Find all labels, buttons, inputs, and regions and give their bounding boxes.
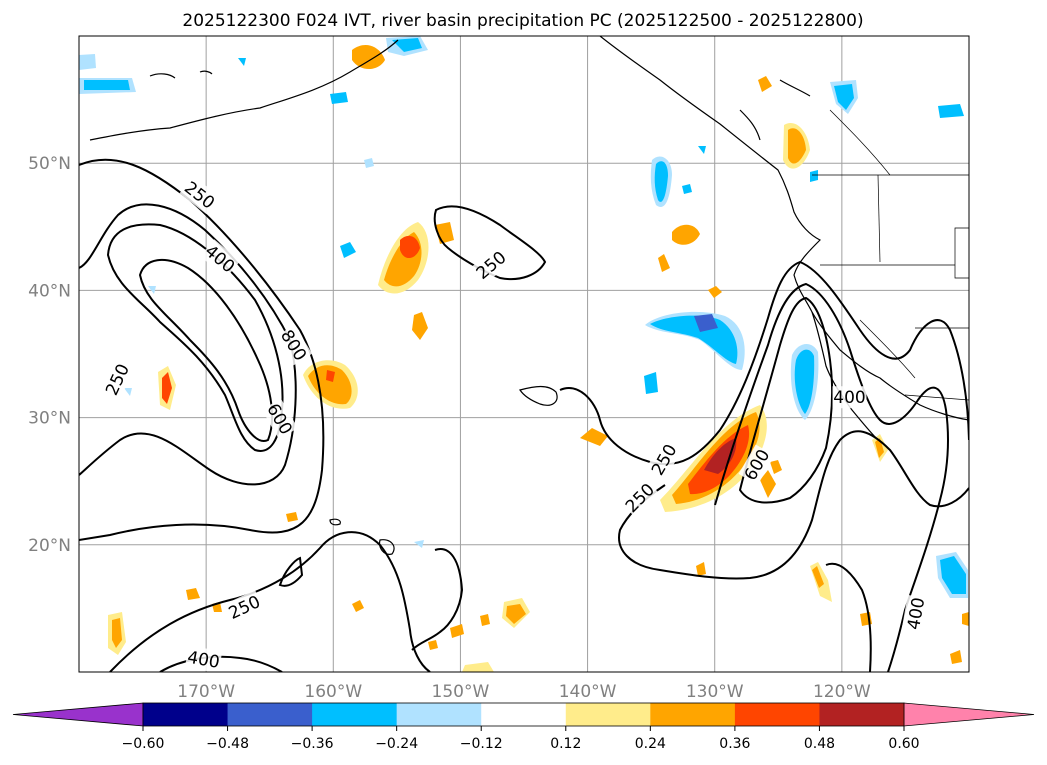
colorbar-segment bbox=[227, 703, 313, 726]
contour-label-bg bbox=[224, 589, 265, 625]
colorbar-tick-label: −0.36 bbox=[291, 736, 334, 752]
lat-tick-label: 20°N bbox=[28, 536, 71, 556]
chart-title: 2025122300 F024 IVT, river basin precipi… bbox=[182, 11, 863, 31]
ivt-250-south-west bbox=[109, 531, 431, 672]
colorbar-tick-label: −0.48 bbox=[206, 736, 249, 752]
colorbar[interactable]: −0.60 −0.48 −0.36 −0.24 −0.12 0.12 0.24 0.36 0.4… bbox=[12, 702, 1035, 752]
contour-label: 400 bbox=[184, 645, 223, 673]
colorbar-tick-label: −0.60 bbox=[122, 736, 165, 752]
gridlines bbox=[79, 36, 969, 672]
colorbar-tick-label: −0.24 bbox=[375, 736, 418, 752]
colorbar-tick-label: 0.60 bbox=[888, 736, 919, 752]
map-background bbox=[79, 36, 969, 672]
contour-label-bg bbox=[738, 444, 775, 485]
contour-label-text: 400 bbox=[833, 388, 865, 408]
ivt-250-small-west bbox=[278, 556, 304, 587]
ivt-800-west bbox=[138, 258, 274, 442]
borders bbox=[812, 109, 969, 401]
contour-label-bg bbox=[200, 239, 241, 278]
contour-label-bg bbox=[261, 398, 298, 440]
ivt-400-east bbox=[714, 282, 949, 672]
ivt-400-south-east bbox=[825, 562, 872, 672]
lat-tick-label: 30°N bbox=[28, 409, 71, 429]
colorbar-frame bbox=[142, 702, 905, 727]
colorbar-extend-low bbox=[12, 702, 144, 727]
ivt-250-central bbox=[433, 205, 547, 281]
lon-tick-label: 130°W bbox=[686, 682, 744, 702]
contour-label-bg bbox=[832, 386, 867, 409]
contour-label-bg bbox=[184, 645, 223, 672]
colorbar-tick-label: 0.48 bbox=[804, 736, 835, 752]
contour-label: 400 bbox=[832, 386, 867, 409]
colorbar-tick-label: 0.12 bbox=[550, 736, 581, 752]
colorbar-tick-label: 0.36 bbox=[719, 736, 750, 752]
ivt-250-south-mid bbox=[411, 548, 464, 651]
lat-tick-label: 40°N bbox=[28, 281, 71, 301]
colorbar-segment bbox=[650, 703, 736, 726]
contour-label-bg bbox=[470, 245, 512, 285]
lon-tick-label: 120°W bbox=[813, 682, 871, 702]
colorbar-segment bbox=[143, 703, 229, 726]
map-frame bbox=[78, 35, 970, 673]
lon-tick-label: 150°W bbox=[432, 682, 490, 702]
lat-tick-label: 50°N bbox=[28, 154, 71, 174]
ivt-contours bbox=[79, 158, 969, 672]
contour-label-bg bbox=[619, 477, 660, 518]
contour-label-bg bbox=[901, 594, 930, 633]
colorbar-segment bbox=[565, 703, 651, 726]
axis-tick-labels: 170°W 160°W 150°W 140°W 130°W 120°W 20°N 30°N 40… bbox=[28, 154, 871, 702]
colorbar-segment bbox=[734, 703, 820, 726]
colorbar-tick-label: −0.12 bbox=[460, 736, 503, 752]
colorbar-segment bbox=[819, 703, 905, 726]
contour-label-text: 400 bbox=[186, 648, 221, 673]
contour-label: 400 bbox=[901, 594, 930, 633]
ivt-400-west bbox=[79, 203, 297, 486]
contour-label-bg bbox=[275, 324, 313, 366]
lon-tick-label: 160°W bbox=[304, 682, 362, 702]
lon-tick-label: 140°W bbox=[559, 682, 617, 702]
ivt-250-east-south bbox=[618, 430, 969, 580]
contour-label-bg bbox=[179, 175, 220, 215]
colorbar-segment bbox=[396, 703, 482, 726]
ivt-250-east bbox=[559, 260, 969, 466]
colorbar-extend-high bbox=[903, 702, 1035, 727]
colorbar-segment bbox=[312, 703, 398, 726]
colorbar-tick-label: 0.24 bbox=[635, 736, 666, 752]
contour-label-bg bbox=[99, 359, 135, 400]
contour-label-bg bbox=[645, 439, 682, 480]
colorbar-segment bbox=[481, 703, 567, 726]
ivt-600-east bbox=[738, 296, 834, 504]
lon-tick-label: 170°W bbox=[177, 682, 235, 702]
positive-anomaly-main-peak bbox=[704, 438, 737, 474]
ivt-400-south-west bbox=[159, 655, 283, 672]
